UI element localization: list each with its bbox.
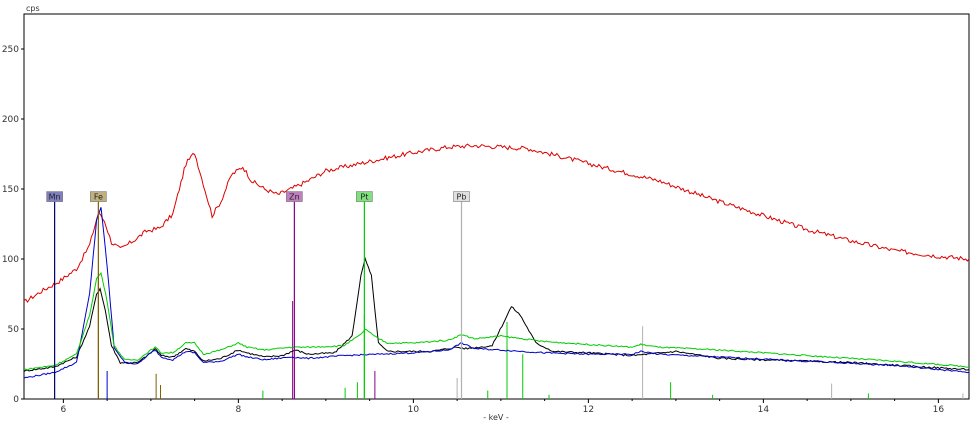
y-tick-label: 50 xyxy=(8,325,20,335)
x-tick-label: 6 xyxy=(61,405,67,415)
element-label: Pt xyxy=(360,193,368,202)
element-label: Fe xyxy=(94,193,103,202)
element-label: Mn xyxy=(49,193,61,202)
x-tick-label: 8 xyxy=(236,405,242,415)
y-axis: 0 50 100 150 200 250 xyxy=(2,45,24,405)
x-tick-label: 12 xyxy=(583,405,594,415)
spectrum-series xyxy=(23,143,970,379)
x-axis: 6 8 10 12 14 16 xyxy=(61,399,945,415)
element-marker[interactable]: Pt xyxy=(356,191,373,399)
y-tick-label: 250 xyxy=(2,45,19,55)
element-marker[interactable]: Fe xyxy=(90,191,107,399)
y-tick-label: 100 xyxy=(2,255,19,265)
element-label: Zn xyxy=(289,193,300,202)
element-marker[interactable]: Mn xyxy=(46,191,63,399)
element-label-box xyxy=(453,191,470,202)
x-tick-label: 16 xyxy=(933,405,945,415)
element-label-box xyxy=(286,191,303,202)
spectrum-line xyxy=(23,207,970,379)
x-tick-label: 14 xyxy=(758,405,770,415)
element-marker[interactable]: Pb xyxy=(453,191,470,399)
element-markers[interactable]: Mn Fe Zn Pt Pb xyxy=(46,191,470,399)
y-tick-label: 0 xyxy=(13,395,19,405)
y-tick-label: 200 xyxy=(2,115,19,125)
y-tick-label: 150 xyxy=(2,185,19,195)
element-marker[interactable]: Zn xyxy=(286,191,303,399)
spectrum-line xyxy=(23,272,970,371)
element-label-box xyxy=(90,191,107,202)
x-axis-label: - keV - xyxy=(483,413,509,422)
element-label-box xyxy=(356,191,373,202)
y-unit-label: cps xyxy=(26,4,40,13)
plot-frame xyxy=(23,13,970,400)
spectrum-line xyxy=(23,143,970,304)
element-label-box xyxy=(46,191,63,202)
element-label: Pb xyxy=(457,193,467,202)
x-tick-label: 10 xyxy=(408,405,420,415)
